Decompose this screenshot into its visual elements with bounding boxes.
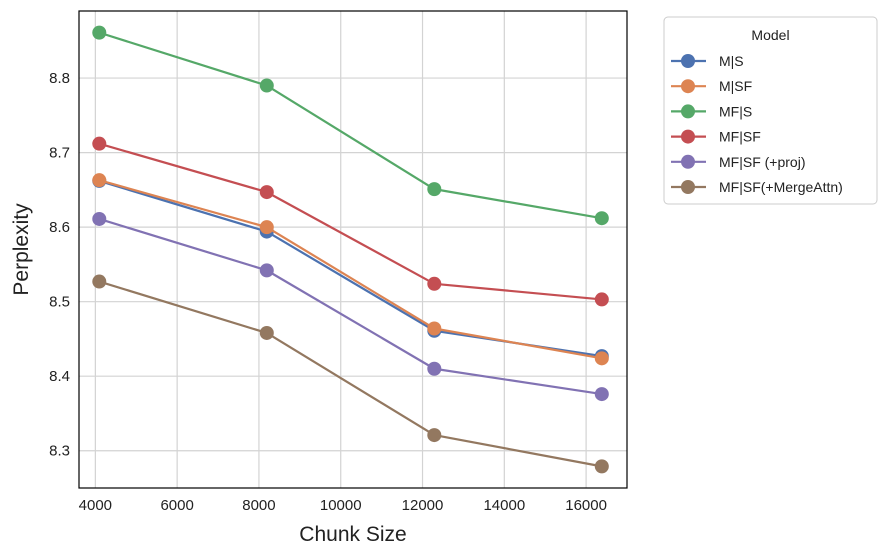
legend-marker xyxy=(681,154,695,169)
x-tick-label: 10000 xyxy=(320,497,362,514)
data-point xyxy=(427,428,442,443)
x-tick-label: 8000 xyxy=(242,497,275,514)
data-point xyxy=(259,78,274,93)
x-tick-label: 6000 xyxy=(160,497,193,514)
legend-label: MF|SF (+proj) xyxy=(719,154,805,170)
data-point xyxy=(259,185,274,200)
tick-labels: 4000 6000 8000 10000 12000 14000 16000 8.3 8.4 8.… xyxy=(49,70,607,514)
legend: Model M|S M|SF MF|S MF|SF MF|SF (+proj) MF|SF… xyxy=(663,16,878,205)
series-5 xyxy=(92,274,609,474)
legend-item: MF|SF(+MergeAttn) xyxy=(671,179,843,195)
y-tick-label: 8.8 xyxy=(49,70,70,87)
legend-item: MF|SF xyxy=(671,129,761,145)
data-point xyxy=(594,211,609,226)
x-axis-label: Chunk Size xyxy=(299,523,406,546)
data-point xyxy=(92,173,107,188)
data-point xyxy=(92,211,107,226)
data-point xyxy=(92,274,107,289)
x-tick-label: 14000 xyxy=(483,497,525,514)
grid-lines xyxy=(79,11,627,488)
x-tick-label: 16000 xyxy=(565,497,607,514)
data-point xyxy=(92,25,107,40)
series-1 xyxy=(92,173,609,366)
legend-items: M|S M|SF MF|S MF|SF MF|SF (+proj) MF|SF(+Merg… xyxy=(671,53,843,195)
legend-title: Model xyxy=(751,27,789,43)
data-point xyxy=(259,220,274,235)
y-tick-label: 8.7 xyxy=(49,145,70,162)
legend-label: MF|SF xyxy=(719,129,761,145)
series-line xyxy=(98,280,603,468)
data-point xyxy=(259,263,274,278)
data-point xyxy=(92,136,107,151)
data-point xyxy=(259,325,274,340)
legend-item: M|S xyxy=(671,53,744,69)
legend-marker xyxy=(681,129,695,144)
legend-marker xyxy=(681,79,695,94)
legend-label: MF|SF(+MergeAttn) xyxy=(719,179,843,195)
data-point xyxy=(594,292,609,307)
legend-item: MF|SF (+proj) xyxy=(671,154,805,170)
series-layer xyxy=(92,25,609,474)
legend-label: M|S xyxy=(719,53,744,69)
data-point xyxy=(594,459,609,474)
data-point xyxy=(427,321,442,336)
legend-label: M|SF xyxy=(719,78,752,94)
plot-frame xyxy=(78,10,628,489)
data-point xyxy=(427,182,442,197)
legend-marker xyxy=(681,54,695,68)
series-line xyxy=(98,31,602,220)
data-point xyxy=(427,361,442,376)
data-point xyxy=(594,351,609,366)
y-tick-label: 8.5 xyxy=(49,294,70,311)
y-axis-label: Perplexity xyxy=(10,203,33,296)
legend-item: M|SF xyxy=(671,78,752,94)
legend-box xyxy=(663,16,878,205)
series-line xyxy=(98,179,603,360)
series-3 xyxy=(92,136,609,307)
legend-label: MF|S xyxy=(719,103,752,119)
y-tick-label: 8.6 xyxy=(49,219,70,236)
series-line xyxy=(98,142,602,301)
legend-marker xyxy=(681,104,695,119)
legend-marker xyxy=(681,180,695,194)
data-point xyxy=(427,276,442,291)
series-4 xyxy=(92,211,609,402)
series-0 xyxy=(92,173,609,364)
x-tick-label: 4000 xyxy=(79,497,112,514)
x-tick-label: 12000 xyxy=(402,497,444,514)
series-line xyxy=(98,217,602,396)
y-tick-label: 8.3 xyxy=(49,443,70,460)
series-line xyxy=(98,179,602,358)
series-2 xyxy=(92,25,609,226)
legend-item: MF|S xyxy=(671,103,752,119)
data-point xyxy=(594,387,609,402)
y-tick-label: 8.4 xyxy=(49,368,70,385)
